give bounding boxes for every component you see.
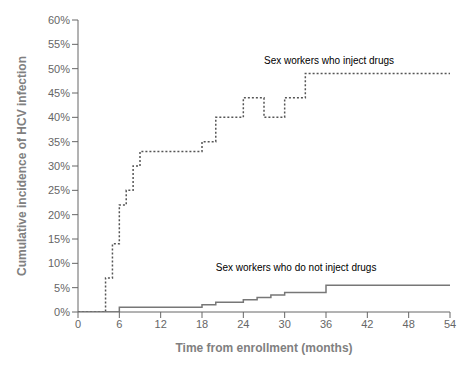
svg-text:Cumulative incidence of HCV in: Cumulative incidence of HCV infection (15, 56, 29, 276)
svg-text:25%: 25% (48, 184, 70, 196)
svg-text:18: 18 (196, 318, 208, 330)
svg-text:Time from enrollment (months): Time from enrollment (months) (175, 341, 352, 355)
svg-text:50%: 50% (48, 63, 70, 75)
svg-text:Sex workers who inject drugs: Sex workers who inject drugs (264, 55, 394, 66)
svg-text:30: 30 (279, 318, 291, 330)
svg-text:5%: 5% (54, 282, 70, 294)
svg-text:55%: 55% (48, 38, 70, 50)
svg-text:48: 48 (403, 318, 415, 330)
svg-text:20%: 20% (48, 209, 70, 221)
svg-text:40%: 40% (48, 111, 70, 123)
svg-text:42: 42 (361, 318, 373, 330)
svg-text:6: 6 (116, 318, 122, 330)
svg-text:35%: 35% (48, 136, 70, 148)
svg-text:30%: 30% (48, 160, 70, 172)
svg-text:60%: 60% (48, 14, 70, 26)
svg-text:15%: 15% (48, 233, 70, 245)
svg-text:36: 36 (320, 318, 332, 330)
svg-text:0: 0 (75, 318, 81, 330)
svg-text:0%: 0% (54, 306, 70, 318)
svg-text:Sex workers who do not inject: Sex workers who do not inject drugs (216, 262, 377, 273)
svg-text:54: 54 (444, 318, 456, 330)
svg-text:45%: 45% (48, 87, 70, 99)
svg-text:12: 12 (155, 318, 167, 330)
svg-text:24: 24 (237, 318, 249, 330)
svg-text:10%: 10% (48, 257, 70, 269)
